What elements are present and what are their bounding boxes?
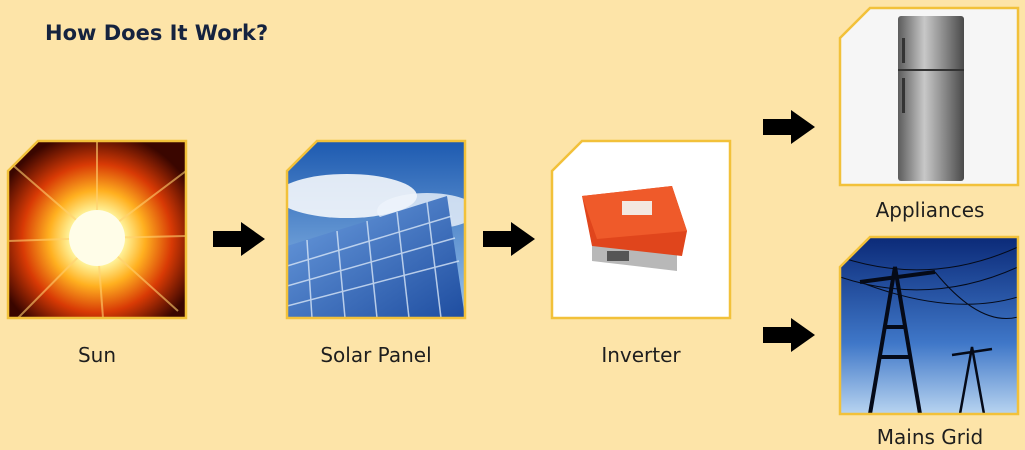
node-label: Inverter xyxy=(601,343,681,367)
node-label: Appliances xyxy=(876,198,985,222)
arrow xyxy=(213,222,265,256)
node-label: Solar Panel xyxy=(320,343,431,367)
node-label: Sun xyxy=(78,343,116,367)
inverter-image xyxy=(552,141,730,318)
arrow xyxy=(763,110,815,144)
diagram: How Does It Work? xyxy=(0,0,1025,450)
arrow xyxy=(483,222,535,256)
title: How Does It Work? xyxy=(45,21,268,45)
solar-panel-image xyxy=(277,141,477,318)
sun-image xyxy=(8,141,186,318)
appliances-image xyxy=(840,8,1018,185)
arrow xyxy=(763,318,815,352)
page: {"title": "How Does It Work?", "nodes": … xyxy=(0,0,1025,450)
mains-grid-image xyxy=(840,237,1018,414)
node-label: Mains Grid xyxy=(877,425,984,449)
